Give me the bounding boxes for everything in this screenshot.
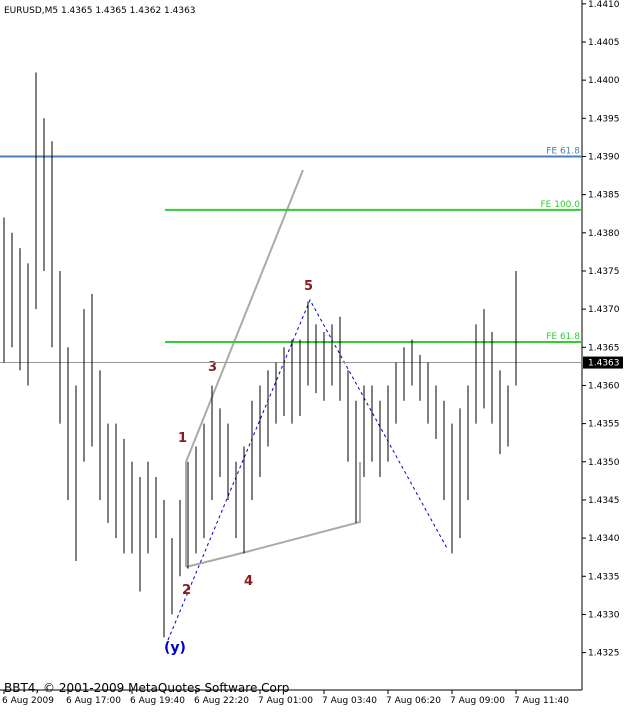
y-tick-label: 1.4380 bbox=[588, 229, 620, 239]
wave-label: 4 bbox=[244, 574, 253, 589]
x-tick-label: 7 Aug 11:40 bbox=[514, 696, 569, 706]
y-tick-label: 1.4375 bbox=[588, 267, 620, 277]
trend-line bbox=[185, 169, 304, 463]
copyright: BBT4, © 2001-2009 MetaQuotes Software Co… bbox=[4, 681, 289, 695]
y-tick-label: 1.4405 bbox=[588, 38, 620, 48]
fibo-label: FE 100.0 bbox=[541, 200, 581, 210]
wave-label: 1 bbox=[178, 431, 187, 446]
y-tick-label: 1.4335 bbox=[588, 572, 620, 582]
wave-label: 2 bbox=[182, 583, 191, 598]
y-tick-label: 1.4340 bbox=[588, 534, 620, 544]
fibo-label: FE 61.8 bbox=[546, 146, 580, 156]
price-box bbox=[583, 356, 623, 369]
x-tick-label: 7 Aug 01:00 bbox=[258, 696, 313, 706]
fibo-label: FE 61.8 bbox=[546, 332, 580, 342]
wave-path bbox=[167, 298, 449, 641]
y-tick-label: 1.4350 bbox=[588, 458, 620, 468]
y-tick-label: 1.4390 bbox=[588, 152, 620, 162]
y-tick-label: 1.4345 bbox=[588, 496, 620, 506]
y-tick-label: 1.4325 bbox=[588, 649, 620, 659]
chart-title: EURUSD,M5 1.4365 1.4365 1.4362 1.4363 bbox=[4, 6, 196, 16]
x-tick-label: 7 Aug 03:40 bbox=[322, 696, 377, 706]
x-tick-label: 6 Aug 17:00 bbox=[66, 696, 121, 706]
x-tick-label: 7 Aug 09:00 bbox=[450, 696, 505, 706]
current-price-label: 1.4363 bbox=[588, 359, 620, 369]
trend-line bbox=[185, 462, 361, 568]
y-tick-label: 1.4360 bbox=[588, 381, 620, 391]
wave-label: 5 bbox=[304, 279, 313, 294]
wave-lines bbox=[167, 169, 449, 641]
x-tick-label: 7 Aug 06:20 bbox=[386, 696, 441, 706]
y-tick-label: 1.4370 bbox=[588, 305, 620, 315]
y-tick-label: 1.4330 bbox=[588, 610, 620, 620]
y-tick-label: 1.4355 bbox=[588, 420, 620, 430]
wave-label: 3 bbox=[208, 360, 217, 375]
y-tick-label: 1.4395 bbox=[588, 114, 620, 124]
x-tick-label: 6 Aug 22:20 bbox=[194, 696, 249, 706]
y-tick-label: 1.4400 bbox=[588, 76, 620, 86]
y-tick-label: 1.4365 bbox=[588, 343, 620, 353]
y-tick-label: 1.4385 bbox=[588, 191, 620, 201]
x-tick-label: 6 Aug 2009 bbox=[2, 696, 54, 706]
y-tick-label: 1.4410 bbox=[588, 0, 620, 10]
wave-label: (y) bbox=[164, 640, 186, 656]
x-tick-label: 6 Aug 19:40 bbox=[130, 696, 185, 706]
